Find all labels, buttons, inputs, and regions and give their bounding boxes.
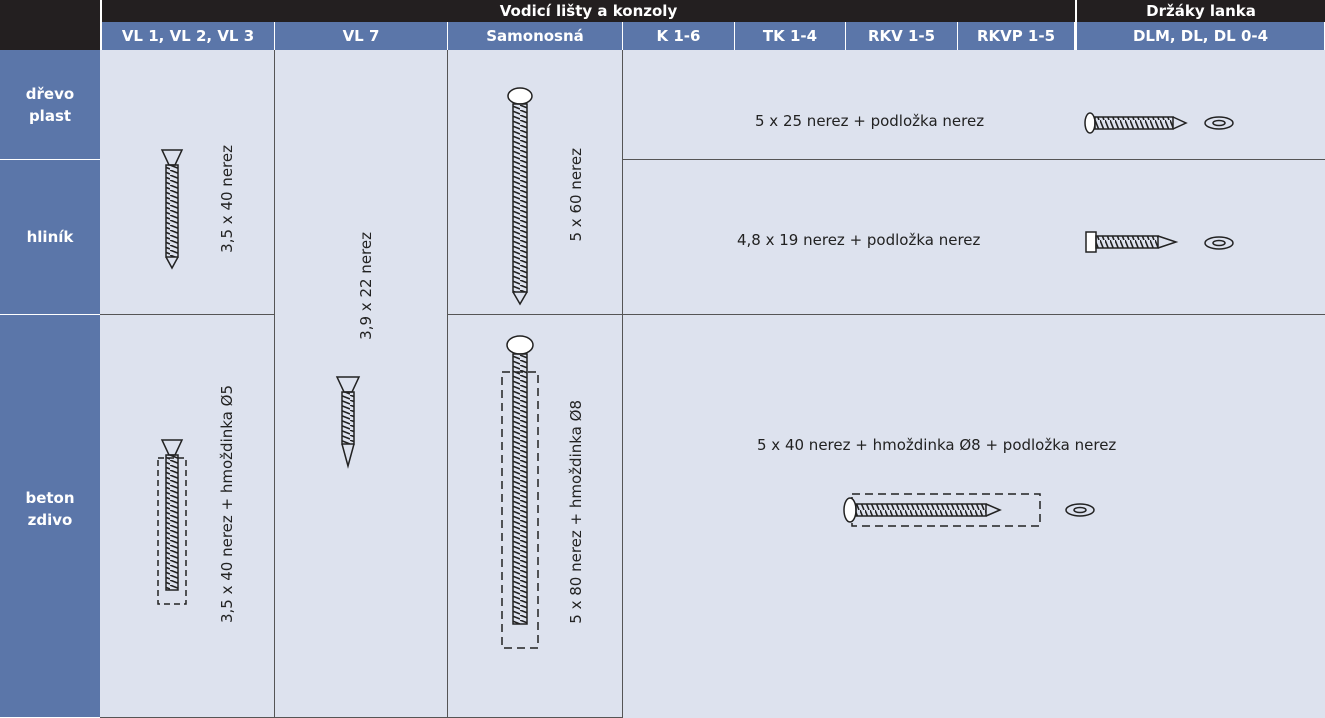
row-label: dřevo <box>25 84 75 103</box>
cell <box>100 50 275 315</box>
row-label: plast <box>28 106 72 125</box>
group-header: Držáky lanka <box>1075 0 1325 22</box>
spec: 5 x 25 nerez + podložka nerez <box>755 112 985 130</box>
column-header: TK 1-4 <box>735 22 846 50</box>
spec: 3,9 x 22 nerez <box>357 232 375 340</box>
column-header: DLM, DL, DL 0-4 <box>1075 22 1325 50</box>
cell <box>100 315 275 718</box>
cell <box>623 50 1325 160</box>
spec: 5 x 60 nerez <box>567 148 585 242</box>
row-header: hliník <box>0 160 100 315</box>
spec: 3,5 x 40 nerez <box>218 145 236 253</box>
group-header: Vodicí lišty a konzoly <box>100 0 1075 22</box>
spec: 4,8 x 19 nerez + podložka nerez <box>737 231 981 249</box>
column-header: VL 7 <box>275 22 448 50</box>
corner <box>0 22 100 50</box>
column-header: K 1-6 <box>623 22 735 50</box>
cell <box>275 50 448 718</box>
column-header: RKVP 1-5 <box>958 22 1075 50</box>
corner <box>0 0 100 22</box>
row-header: dřevo plast <box>0 50 100 160</box>
row-header: beton zdivo <box>0 315 100 718</box>
column-header: RKV 1-5 <box>846 22 958 50</box>
row-label: beton <box>25 489 75 507</box>
cell <box>623 315 1325 718</box>
spec: 5 x 40 nerez + hmoždinka Ø8 + podložka n… <box>757 436 1117 454</box>
spec: 5 x 80 nerez + hmoždinka Ø8 <box>567 400 585 624</box>
cell <box>448 315 623 718</box>
column-header: VL 1, VL 2, VL 3 <box>100 22 275 50</box>
row-label: zdivo <box>27 511 73 529</box>
column-header: Samonosná <box>448 22 623 50</box>
spec: 3,5 x 40 nerez + hmoždinka Ø5 <box>218 385 236 624</box>
cell <box>448 50 623 315</box>
row-label: hliník <box>26 228 74 246</box>
